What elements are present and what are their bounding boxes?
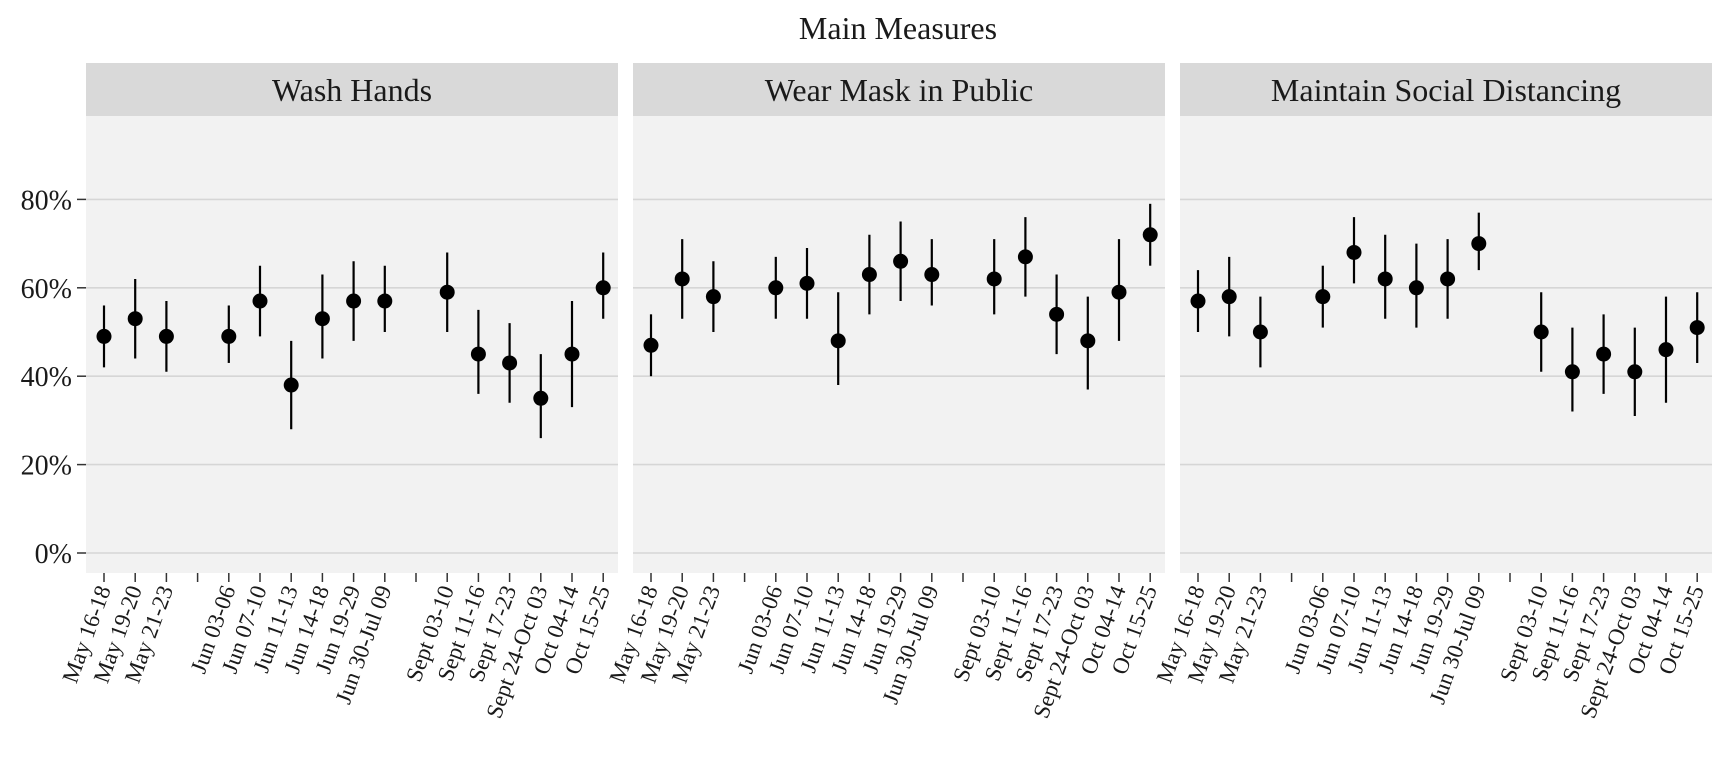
data-point — [830, 333, 846, 349]
panel-background — [1180, 116, 1712, 573]
panel-title: Maintain Social Distancing — [1271, 72, 1621, 108]
data-point — [221, 328, 237, 344]
data-point — [1221, 289, 1237, 305]
data-point — [439, 284, 455, 300]
data-point — [1596, 346, 1612, 362]
data-point — [1658, 342, 1674, 358]
data-point — [1252, 324, 1268, 340]
data-point — [314, 311, 330, 327]
data-point — [1111, 284, 1127, 300]
data-point — [252, 293, 268, 309]
data-point — [799, 275, 815, 291]
data-point — [861, 267, 877, 283]
y-axis: 0% 20% 40% 60% 80% — [21, 185, 86, 570]
data-point — [705, 289, 721, 305]
data-point — [283, 377, 299, 393]
panel-title: Wear Mask in Public — [765, 72, 1033, 108]
data-point — [986, 271, 1002, 287]
panel-background — [86, 116, 618, 573]
data-point — [1377, 271, 1393, 287]
data-point — [1689, 320, 1705, 336]
data-point — [533, 390, 549, 406]
data-point — [470, 346, 486, 362]
data-point — [1190, 293, 1206, 309]
data-point — [377, 293, 393, 309]
data-point — [1080, 333, 1096, 349]
data-point — [643, 337, 659, 353]
data-point — [502, 355, 518, 371]
data-point — [1533, 324, 1549, 340]
data-point — [1564, 364, 1580, 380]
data-point — [346, 293, 362, 309]
data-point — [1049, 306, 1065, 322]
data-point — [893, 253, 909, 269]
data-point — [96, 328, 112, 344]
chart-title: Main Measures — [799, 10, 997, 46]
y-tick-label: 80% — [21, 185, 72, 216]
panel-strip — [1180, 63, 1712, 116]
panel-title: Wash Hands — [272, 72, 432, 108]
y-tick-label: 20% — [21, 451, 72, 482]
data-point — [564, 346, 580, 362]
y-tick-label: 60% — [21, 274, 72, 305]
y-tick-label: 0% — [35, 539, 72, 570]
y-tick-label: 40% — [21, 362, 72, 393]
data-point — [1315, 289, 1331, 305]
data-point — [1017, 249, 1033, 265]
data-point — [158, 328, 174, 344]
panel-strip — [86, 63, 618, 116]
data-point — [1471, 236, 1487, 252]
data-point — [768, 280, 784, 296]
data-point — [924, 267, 940, 283]
data-point — [127, 311, 143, 327]
panel-background — [633, 116, 1165, 573]
panel-strip — [633, 63, 1165, 116]
data-point — [1346, 244, 1362, 260]
data-point — [674, 271, 690, 287]
data-point — [1408, 280, 1424, 296]
data-point — [1627, 364, 1643, 380]
data-point — [1142, 227, 1158, 243]
data-point — [1440, 271, 1456, 287]
data-point — [595, 280, 611, 296]
